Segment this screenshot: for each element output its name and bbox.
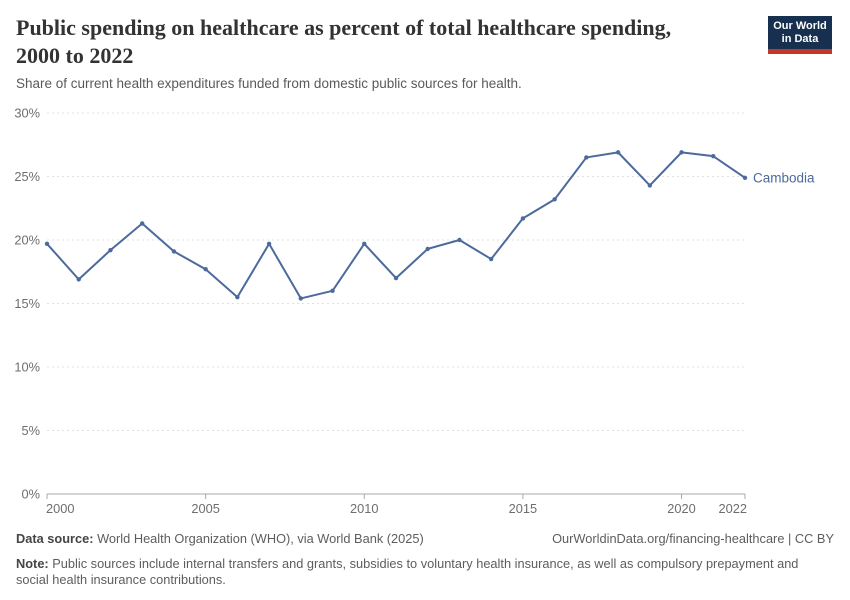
y-tick-label: 20% (14, 233, 40, 248)
y-tick-label: 15% (14, 296, 40, 311)
chart-note: Note: Public sources include internal tr… (16, 556, 834, 589)
data-source: Data source: World Health Organization (… (16, 531, 424, 548)
data-point[interactable] (488, 256, 494, 262)
data-point[interactable] (393, 275, 399, 281)
x-tick-label: 2022 (719, 501, 747, 516)
data-point[interactable] (647, 183, 653, 188)
data-source-text: World Health Organization (WHO), via Wor… (93, 531, 424, 546)
plot-area: 0% 5% 10% 15% 20% 25% 30% 2000 2005 2010 2015 2020 2… (0, 90, 850, 530)
data-point[interactable] (742, 175, 748, 180)
data-point[interactable] (425, 246, 430, 252)
y-tick-label: 0% (22, 487, 41, 502)
data-point[interactable] (298, 296, 304, 301)
chart-title: Public spending on healthcare as percent… (16, 15, 672, 68)
owid-logo[interactable]: Our World in Data (768, 16, 832, 54)
note-text: Public sources include internal transfer… (16, 555, 799, 588)
x-tick-label: 2000 (46, 501, 74, 516)
data-point[interactable] (457, 237, 462, 243)
data-source-label: Data source: (16, 531, 94, 546)
y-tick-label: 10% (14, 360, 40, 375)
data-point[interactable] (76, 277, 81, 282)
x-tick-label: 2015 (509, 501, 537, 516)
y-tick-label: 30% (14, 106, 40, 121)
owid-link[interactable]: OurWorldinData.org/financing-healthcare … (552, 531, 834, 546)
data-point[interactable] (108, 247, 113, 253)
y-tick-label: 5% (22, 423, 41, 438)
owid-logo-line2: in Data (781, 33, 819, 45)
x-tick-label: 2005 (191, 501, 219, 516)
chart-subtitle: Share of current health expenditures fun… (16, 76, 522, 91)
chart-footer: Data source: World Health Organization (… (16, 531, 834, 589)
data-point[interactable] (235, 294, 240, 300)
data-point[interactable] (330, 288, 335, 293)
line-chart: 0% 5% 10% 15% 20% 25% 30% 2000 2005 2010 2015 2020 2… (14, 106, 815, 517)
y-tick-label: 25% (14, 169, 40, 184)
owid-logo-line1: Our World (773, 20, 827, 32)
x-tick-label: 2010 (350, 501, 378, 516)
x-tick-label: 2020 (667, 501, 695, 516)
data-point[interactable] (139, 221, 145, 226)
data-point[interactable] (584, 155, 589, 160)
data-point[interactable] (203, 267, 208, 272)
data-point[interactable] (615, 150, 621, 155)
data-point[interactable] (44, 241, 50, 247)
data-point[interactable] (552, 197, 557, 202)
data-point[interactable] (520, 216, 526, 221)
data-point[interactable] (711, 153, 716, 159)
entity-label[interactable]: Cambodia (753, 170, 815, 185)
data-point[interactable] (171, 249, 177, 254)
data-point[interactable] (362, 241, 367, 247)
data-point[interactable] (679, 150, 684, 155)
note-label: Note: (16, 555, 49, 571)
data-point[interactable] (266, 241, 272, 247)
